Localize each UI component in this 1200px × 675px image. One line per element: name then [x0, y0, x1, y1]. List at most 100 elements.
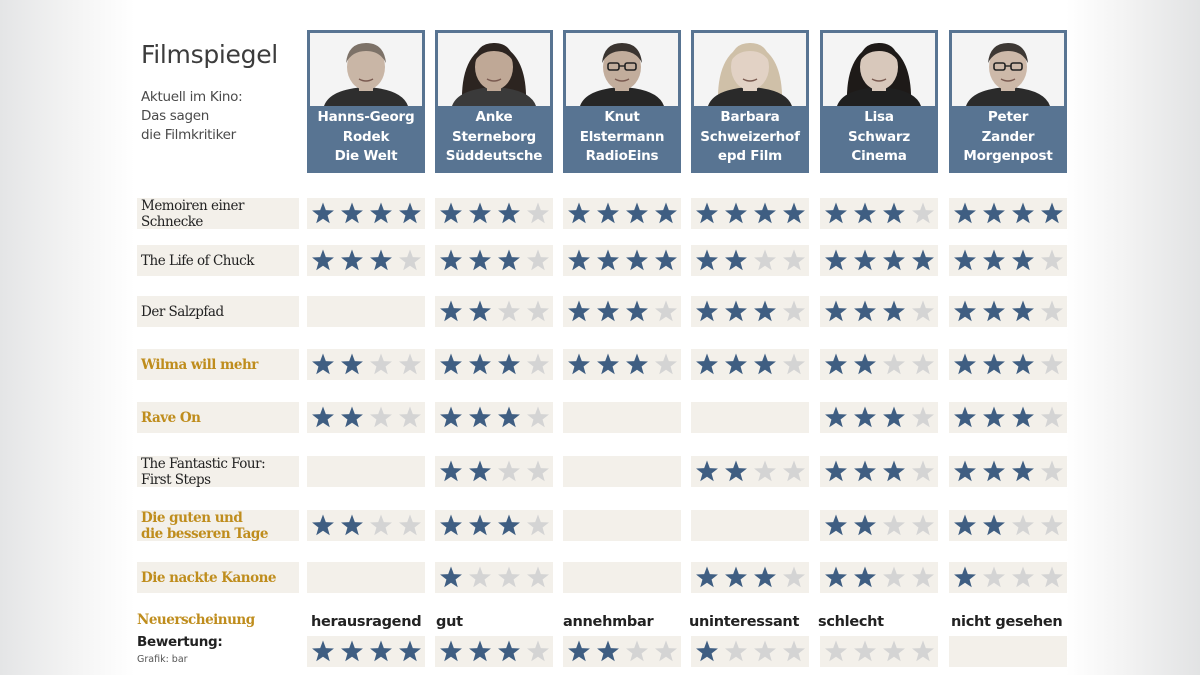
critic-column: Lisa Schwarz Cinema	[820, 30, 938, 173]
star-filled-icon	[568, 249, 590, 271]
film-title-line: Die nackte Kanone	[141, 570, 277, 586]
star-rating	[568, 202, 677, 224]
rating-cell	[949, 198, 1067, 229]
star-empty-icon	[883, 566, 905, 588]
star-rating	[696, 202, 805, 224]
rating-cell	[563, 456, 681, 487]
critic-outlet: RadioEins	[585, 148, 659, 164]
star-empty-icon	[399, 514, 421, 536]
rating-cell	[307, 562, 425, 593]
star-empty-icon	[527, 566, 549, 588]
star-empty-icon	[825, 640, 847, 662]
star-rating	[825, 640, 934, 662]
star-empty-icon	[626, 640, 648, 662]
star-filled-icon	[983, 249, 1005, 271]
rating-cell	[820, 198, 938, 229]
star-filled-icon	[725, 566, 747, 588]
legend-scale-cell	[435, 636, 553, 667]
star-filled-icon	[626, 249, 648, 271]
critic-column: Hanns-Georg Rodek Die Welt	[307, 30, 425, 173]
star-empty-icon	[1041, 514, 1063, 536]
star-filled-icon	[440, 460, 462, 482]
star-filled-icon	[883, 406, 905, 428]
star-rating	[312, 353, 421, 375]
star-rating	[440, 406, 549, 428]
star-filled-icon	[854, 566, 876, 588]
star-filled-icon	[440, 300, 462, 322]
star-empty-icon	[498, 566, 520, 588]
film-title: Rave On	[137, 401, 299, 435]
star-filled-icon	[597, 300, 619, 322]
film-title: Wilma will mehr	[137, 348, 299, 382]
star-empty-icon	[912, 514, 934, 536]
star-empty-icon	[370, 406, 392, 428]
star-empty-icon	[883, 353, 905, 375]
rating-cell	[949, 510, 1067, 541]
star-empty-icon	[783, 460, 805, 482]
star-filled-icon	[597, 202, 619, 224]
critic-photo	[435, 30, 553, 106]
star-filled-icon	[626, 202, 648, 224]
film-title-line: Schnecke	[141, 214, 203, 230]
critic-photo	[820, 30, 938, 106]
star-empty-icon	[1041, 353, 1063, 375]
rating-cell	[691, 198, 809, 229]
star-rating	[440, 514, 549, 536]
legend-scale-cell	[820, 636, 938, 667]
critic-name-line: Schweizerhof	[700, 128, 800, 145]
star-empty-icon	[527, 406, 549, 428]
star-filled-icon	[440, 406, 462, 428]
star-filled-icon	[1012, 202, 1034, 224]
star-filled-icon	[983, 460, 1005, 482]
rating-cell	[949, 456, 1067, 487]
critic-photo	[307, 30, 425, 106]
star-filled-icon	[825, 460, 847, 482]
critic-name-line: Hanns-Georg	[317, 109, 415, 125]
star-empty-icon	[883, 514, 905, 536]
star-filled-icon	[954, 353, 976, 375]
star-empty-icon	[1041, 566, 1063, 588]
rating-cell	[307, 402, 425, 433]
star-filled-icon	[312, 353, 334, 375]
critic-name-line: Zander	[981, 128, 1035, 145]
rating-cell	[307, 245, 425, 276]
star-empty-icon	[783, 300, 805, 322]
film-title: Die guten und die besseren Tage	[137, 509, 299, 543]
star-rating	[312, 406, 421, 428]
star-filled-icon	[983, 353, 1005, 375]
star-filled-icon	[983, 406, 1005, 428]
star-empty-icon	[912, 353, 934, 375]
rating-cell	[691, 402, 809, 433]
star-filled-icon	[825, 202, 847, 224]
star-rating	[696, 640, 805, 662]
star-filled-icon	[954, 300, 976, 322]
rating-cell	[307, 349, 425, 380]
star-rating	[440, 249, 549, 271]
film-title-line: Der Salzpfad	[141, 304, 224, 320]
rating-cell	[820, 562, 938, 593]
star-filled-icon	[440, 566, 462, 588]
star-empty-icon	[754, 640, 776, 662]
critic-outlet: Cinema	[851, 148, 907, 164]
star-filled-icon	[597, 640, 619, 662]
star-filled-icon	[370, 202, 392, 224]
legend-rating-label: Bewertung:	[137, 634, 223, 650]
star-filled-icon	[469, 202, 491, 224]
star-filled-icon	[954, 566, 976, 588]
star-rating	[312, 514, 421, 536]
rating-cell	[820, 245, 938, 276]
rating-cell	[949, 245, 1067, 276]
star-filled-icon	[568, 202, 590, 224]
star-empty-icon	[469, 566, 491, 588]
star-filled-icon	[1012, 249, 1034, 271]
film-title-background	[137, 296, 299, 327]
star-rating	[696, 566, 805, 588]
critic-photo	[563, 30, 681, 106]
rating-cell	[435, 562, 553, 593]
rating-cell	[563, 402, 681, 433]
star-filled-icon	[983, 514, 1005, 536]
film-title: Memoiren einer Schnecke	[137, 197, 299, 231]
critic-photo	[691, 30, 809, 106]
rating-cell	[691, 456, 809, 487]
star-filled-icon	[725, 300, 747, 322]
